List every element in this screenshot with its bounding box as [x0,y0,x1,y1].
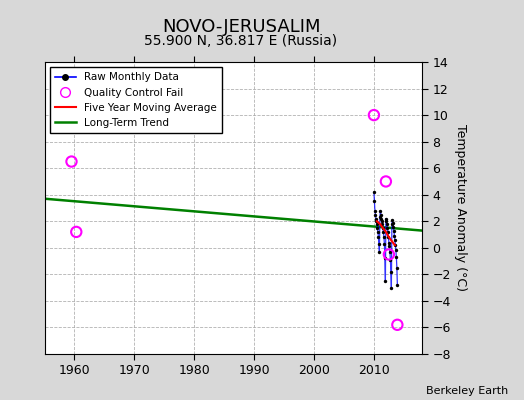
Point [387,284,396,291]
Point [381,216,390,222]
Point [391,237,399,243]
Point [389,223,398,230]
Point [373,221,381,227]
Point [393,282,401,288]
Point [371,212,379,218]
Point [384,234,392,240]
Point [390,233,399,239]
Point [383,225,391,231]
Y-axis label: Temperature Anomaly (°C): Temperature Anomaly (°C) [454,124,467,292]
Text: NOVO-JERUSALIM: NOVO-JERUSALIM [162,18,320,36]
Point [370,189,378,195]
Point [373,225,381,231]
Point [375,248,384,255]
Point [377,216,386,222]
Point [390,227,398,234]
Point [376,208,385,214]
Point [377,212,385,218]
Point [72,229,81,235]
Point [386,256,395,263]
Point [391,247,400,254]
Point [381,178,390,185]
Point [370,208,379,214]
Point [389,219,397,226]
Text: 55.900 N, 36.817 E (Russia): 55.900 N, 36.817 E (Russia) [145,34,337,48]
Point [391,242,400,248]
Point [381,278,389,284]
Point [67,158,75,165]
Point [372,218,380,224]
Point [374,234,383,240]
Point [380,241,389,247]
Point [388,221,396,227]
Point [379,225,387,231]
Point [380,234,388,240]
Point [375,241,383,247]
Point [385,243,394,250]
Point [374,229,382,235]
Point [376,214,384,220]
Point [385,251,393,258]
Point [382,218,390,224]
Point [378,221,387,227]
Point [388,217,397,223]
Point [379,229,388,235]
Point [393,322,401,328]
Text: Berkeley Earth: Berkeley Earth [426,386,508,396]
Point [370,112,378,118]
Point [386,248,394,255]
Point [370,198,379,204]
Point [383,221,391,227]
Point [385,239,393,246]
Point [392,254,400,260]
Point [381,255,389,262]
Point [387,268,395,275]
Legend: Raw Monthly Data, Quality Control Fail, Five Year Moving Average, Long-Term Tren: Raw Monthly Data, Quality Control Fail, … [50,67,222,133]
Point [392,264,401,271]
Point [378,218,386,224]
Point [384,229,392,235]
Point [372,216,380,222]
